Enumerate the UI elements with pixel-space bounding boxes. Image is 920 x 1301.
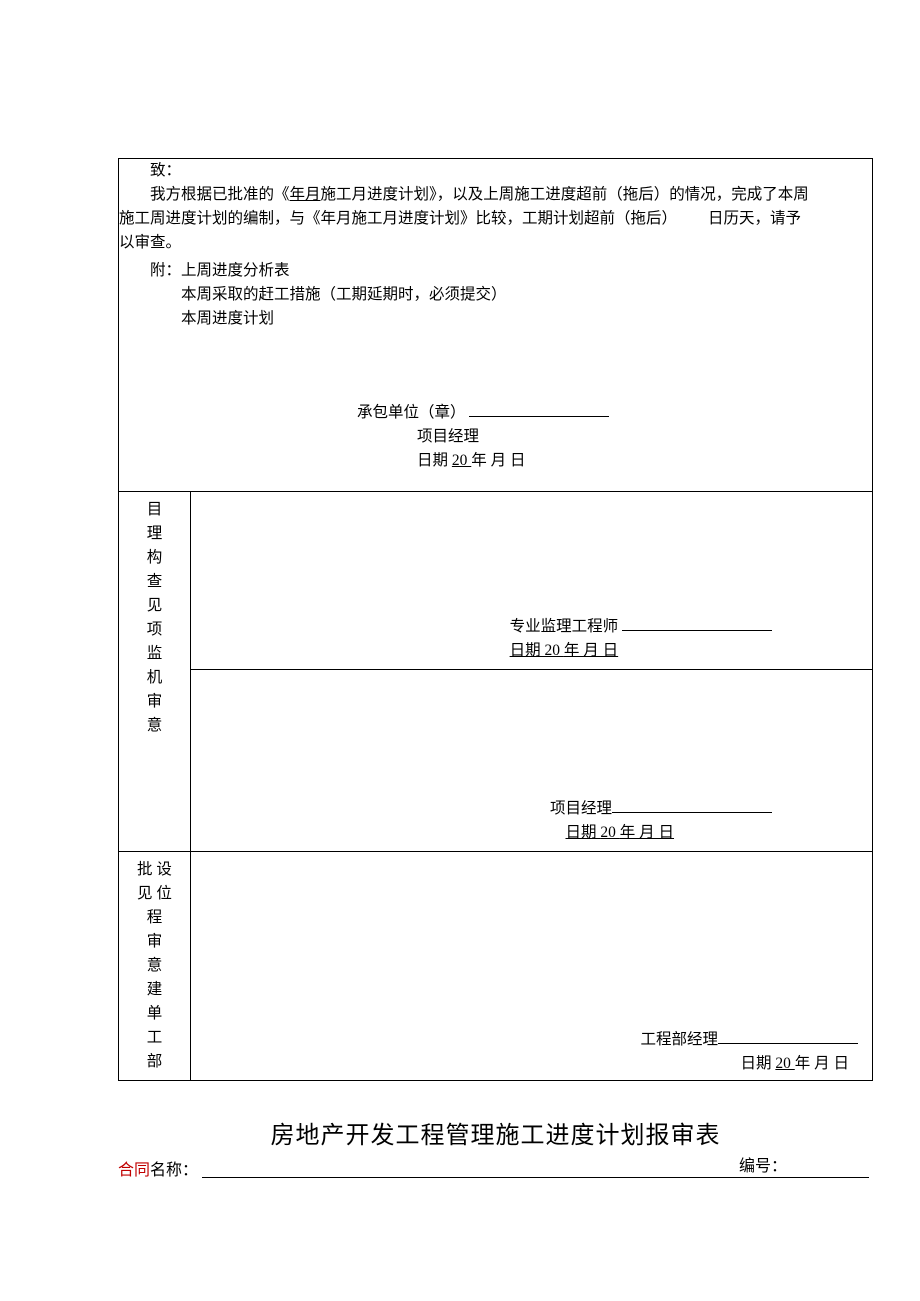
number-label: 编号： xyxy=(737,1152,789,1176)
body-para-2: 施工周进度计划的编制，与《年月施工月进度计划》比较，工期计划超前（拖后） 日历天… xyxy=(119,207,872,231)
supervision-label-cell: 目 理 构 查 见 项 监 机 审 意 xyxy=(119,492,191,852)
para2-a: 施工周进度计划的编制，与《年月施工月进度计划》比较，工期计划超前（拖后） xyxy=(119,210,677,227)
body-para-3: 以审查。 xyxy=(119,231,872,255)
meta-underline: 编号： xyxy=(202,1177,869,1178)
contract-name-label: 合同名称： xyxy=(118,1156,198,1180)
supervision-content-b: 项目经理 日期 20 年 月 日 xyxy=(191,670,873,852)
salutation: 致： xyxy=(119,159,872,183)
contractor-date-line: 日期 20 年 月 日 xyxy=(119,449,872,473)
para2-gap xyxy=(677,210,708,227)
supervision-content-a: 专业监理工程师 日期 20 年 月 日 xyxy=(191,492,873,670)
para1-a: 我方根据已批准的《 xyxy=(150,186,290,203)
contract-rest: 名称： xyxy=(150,1162,198,1179)
date-prefix: 日期 xyxy=(417,452,452,469)
owner-role-underline xyxy=(718,1029,858,1045)
owner-content: 工程部经理 日期 20 年 月 日 xyxy=(191,852,873,1081)
supervision-pm-underline xyxy=(612,798,772,814)
date-suffix: 年 月 日 xyxy=(471,452,525,469)
top-cell: 致： 我方根据已批准的《年月施工月进度计划》，以及上周施工进度超前（拖后）的情况… xyxy=(119,159,873,492)
contract-red: 合同 xyxy=(118,1162,150,1179)
contractor-pm-line: 项目经理 xyxy=(119,425,872,449)
contractor-unit-line: 承包单位（章） xyxy=(119,401,872,425)
page-container: 致： 我方根据已批准的《年月施工月进度计划》，以及上周施工进度超前（拖后）的情况… xyxy=(118,158,873,1180)
date-year: 20 xyxy=(452,452,471,469)
owner-sig: 工程部经理 日期 20 年 月 日 xyxy=(640,1028,858,1076)
owner-vertical-label: 批 设 见 位 程 审 意 建 单 工 部 xyxy=(119,852,190,1080)
supervision-engineer-label: 专业监理工程师 xyxy=(510,618,619,635)
owner-date: 日期 20 年 月 日 xyxy=(640,1052,858,1076)
attachment-block: 附：上周进度分析表 本周采取的赶工措施（工期延期时，必须提交） 本周进度计划 xyxy=(119,259,872,331)
supervision-engineer-date: 日期 20 年 月 日 xyxy=(510,639,772,663)
supervision-pm-label: 项目经理 xyxy=(550,800,612,817)
attach-line-1: 附：上周进度分析表 xyxy=(119,259,872,283)
second-form-title: 房地产开发工程管理施工进度计划报审表 xyxy=(118,1115,873,1150)
supervision-pm-date: 日期 20 年 月 日 xyxy=(550,821,772,845)
supervision-row-a: 目 理 构 查 见 项 监 机 审 意 专业监理工程师 xyxy=(119,492,873,670)
para1-b: 施工月进度计划》，以及上周施工进度超前（拖后）的情况，完成了本周 xyxy=(321,186,809,203)
contractor-signature-block: 承包单位（章） 项目经理 日期 20 年 月 日 xyxy=(119,401,872,491)
contractor-unit-underline xyxy=(469,402,609,418)
contractor-unit-label: 承包单位（章） xyxy=(357,404,466,421)
supervision-row-b: 项目经理 日期 20 年 月 日 xyxy=(119,670,873,852)
attach-line-2: 本周采取的赶工措施（工期延期时，必须提交） xyxy=(119,283,872,307)
owner-role-label: 工程部经理 xyxy=(640,1028,718,1052)
para2-b: 日历天，请予 xyxy=(708,210,801,227)
supervision-engineer-underline xyxy=(622,616,772,632)
attach-line-3: 本周进度计划 xyxy=(119,307,872,331)
para1-underline: 年月 xyxy=(290,186,321,203)
supervision-vertical-label: 目 理 构 查 见 项 监 机 审 意 xyxy=(119,492,190,744)
owner-label-cell: 批 设 见 位 程 审 意 建 单 工 部 xyxy=(119,852,191,1081)
supervision-engineer-sig: 专业监理工程师 日期 20 年 月 日 xyxy=(510,615,772,663)
owner-row: 批 设 见 位 程 审 意 建 单 工 部 工程部经理 xyxy=(119,852,873,1081)
main-form-table: 致： 我方根据已批准的《年月施工月进度计划》，以及上周施工进度超前（拖后）的情况… xyxy=(118,158,873,1081)
top-row: 致： 我方根据已批准的《年月施工月进度计划》，以及上周施工进度超前（拖后）的情况… xyxy=(119,159,873,492)
body-para-1: 我方根据已批准的《年月施工月进度计划》，以及上周施工进度超前（拖后）的情况，完成… xyxy=(119,183,872,207)
supervision-pm-sig: 项目经理 日期 20 年 月 日 xyxy=(550,797,772,845)
meta-line: 合同名称： 编号： xyxy=(118,1156,873,1180)
